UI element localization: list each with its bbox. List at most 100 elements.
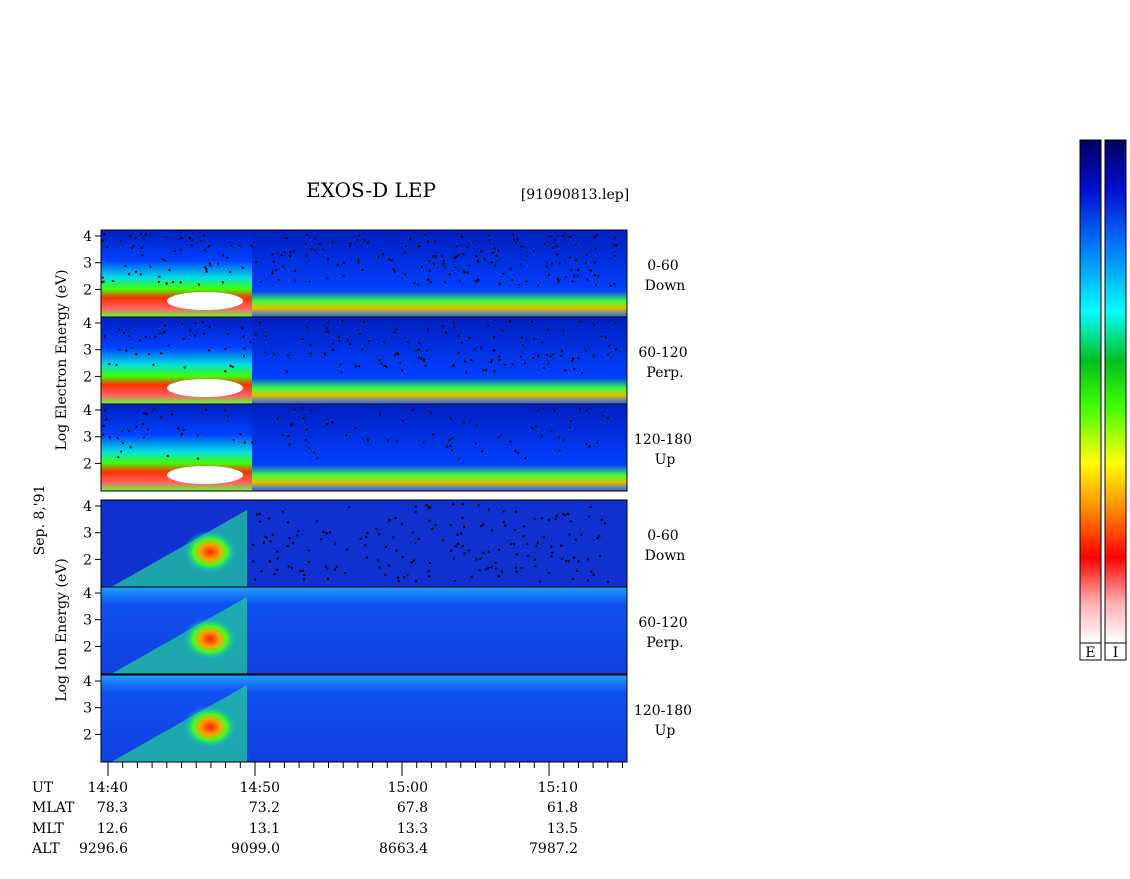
noise xyxy=(152,363,155,366)
noise xyxy=(524,457,527,460)
hot-spot xyxy=(182,617,238,661)
noise xyxy=(380,362,383,365)
y-tick-label: 3 xyxy=(83,526,92,542)
noise xyxy=(345,548,348,551)
noise xyxy=(301,338,304,341)
colorbar-label: E xyxy=(1085,645,1095,661)
noise xyxy=(428,562,431,565)
noise xyxy=(458,279,461,282)
noise xyxy=(387,258,390,261)
noise xyxy=(577,560,580,563)
noise xyxy=(551,247,554,250)
noise xyxy=(533,558,536,561)
noise xyxy=(428,259,431,262)
noise xyxy=(229,364,232,367)
noise xyxy=(280,254,283,257)
noise xyxy=(323,352,326,355)
noise xyxy=(267,517,270,520)
noise xyxy=(122,332,125,335)
noise xyxy=(417,356,420,359)
noise xyxy=(108,436,111,439)
noise xyxy=(346,339,349,342)
noise xyxy=(179,248,182,251)
noise xyxy=(154,336,157,339)
noise xyxy=(470,359,473,362)
noise xyxy=(349,242,352,245)
noise xyxy=(384,546,387,549)
noise xyxy=(224,370,227,373)
noise xyxy=(457,457,460,460)
noise xyxy=(604,336,607,339)
angle-label: 120-180 xyxy=(634,703,692,719)
noise xyxy=(337,335,340,338)
noise xyxy=(487,324,490,327)
noise xyxy=(475,424,478,427)
row-value: 7987.2 xyxy=(529,841,578,857)
noise xyxy=(466,246,469,249)
noise xyxy=(475,558,478,561)
noise xyxy=(101,281,104,284)
noise xyxy=(395,549,398,552)
noise xyxy=(205,268,208,271)
noise xyxy=(579,320,582,323)
noise xyxy=(517,451,520,454)
noise xyxy=(368,340,371,343)
noise xyxy=(375,527,378,530)
noise xyxy=(427,570,430,573)
noise xyxy=(366,241,369,244)
noise xyxy=(143,412,146,415)
noise xyxy=(291,567,294,570)
noise xyxy=(523,525,526,528)
row-value: 15:10 xyxy=(538,780,578,796)
noise xyxy=(140,246,143,249)
noise xyxy=(525,280,528,283)
noise xyxy=(339,363,342,366)
noise xyxy=(560,544,563,547)
noise xyxy=(403,251,406,254)
noise xyxy=(573,274,576,277)
angle-label: 0-60 xyxy=(647,528,678,544)
noise xyxy=(433,263,436,266)
noise xyxy=(326,277,329,280)
noise xyxy=(462,526,465,529)
noise xyxy=(308,560,311,563)
noise xyxy=(180,237,183,240)
noise xyxy=(556,277,559,280)
noise xyxy=(533,337,536,340)
noise xyxy=(255,261,258,264)
noise xyxy=(461,235,464,238)
noise xyxy=(552,353,555,356)
noise xyxy=(315,520,318,523)
noise xyxy=(461,516,464,519)
noise xyxy=(413,282,416,285)
noise xyxy=(306,326,309,329)
noise xyxy=(577,357,580,360)
noise xyxy=(141,422,144,425)
noise xyxy=(415,580,418,583)
y-tick-label: 4 xyxy=(83,316,92,332)
y-tick-label: 3 xyxy=(83,256,92,272)
noise xyxy=(276,557,279,560)
noise xyxy=(179,281,182,284)
noise xyxy=(288,443,291,446)
noise xyxy=(395,328,398,331)
noise xyxy=(204,266,207,269)
noise xyxy=(404,273,407,276)
noise xyxy=(480,524,483,527)
noise xyxy=(281,510,284,513)
spectrogram-panel xyxy=(100,403,628,492)
noise xyxy=(327,321,330,324)
noise xyxy=(366,531,369,534)
noise xyxy=(498,359,501,362)
noise xyxy=(560,350,563,353)
noise xyxy=(392,268,395,271)
noise xyxy=(526,554,529,557)
noise xyxy=(286,521,289,524)
noise xyxy=(162,331,165,334)
noise xyxy=(193,334,196,337)
noise xyxy=(231,366,234,369)
noise xyxy=(475,255,478,258)
noise xyxy=(289,250,292,253)
ion-axis-label: Log Ion Energy (eV) xyxy=(54,558,70,701)
noise xyxy=(275,268,278,271)
